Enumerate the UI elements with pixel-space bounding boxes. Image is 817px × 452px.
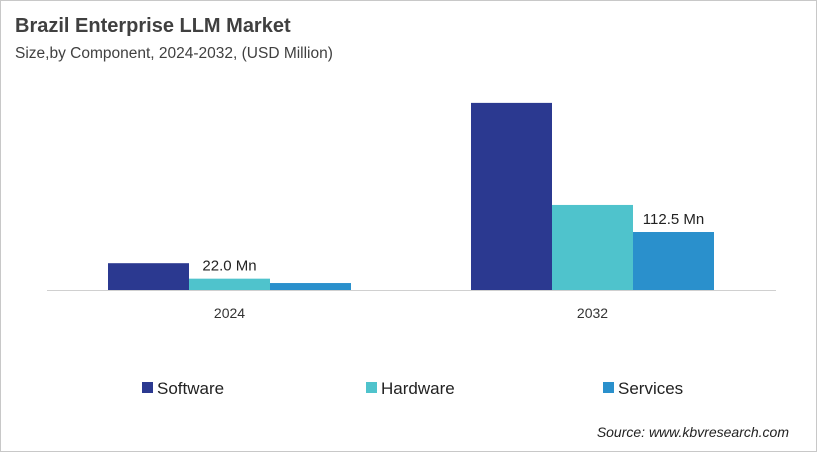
bar-hardware-2024	[189, 278, 270, 290]
x-tick-label: 2024	[214, 305, 245, 321]
legend-label-services: Services	[618, 379, 683, 398]
bar-services-2032	[633, 232, 714, 290]
bar-software-2032	[471, 102, 552, 290]
bar-services-2024	[270, 283, 351, 290]
bar-software-2024	[108, 263, 189, 290]
legend-label-hardware: Hardware	[381, 379, 455, 398]
legend-swatch-software	[142, 382, 153, 393]
bar-hardware-2032	[552, 204, 633, 290]
x-tick-label: 2032	[577, 305, 608, 321]
source-note: Source: www.kbvresearch.com	[596, 424, 789, 440]
data-label: 112.5 Mn	[643, 211, 704, 228]
legend-swatch-hardware	[366, 382, 377, 393]
legend-label-software: Software	[157, 379, 224, 398]
data-label: 22.0 Mn	[202, 258, 256, 275]
chart-subtitle: Size,by Component, 2024-2032, (USD Milli…	[15, 45, 333, 62]
legend-swatch-services	[603, 382, 614, 393]
chart-title: Brazil Enterprise LLM Market	[15, 15, 291, 37]
